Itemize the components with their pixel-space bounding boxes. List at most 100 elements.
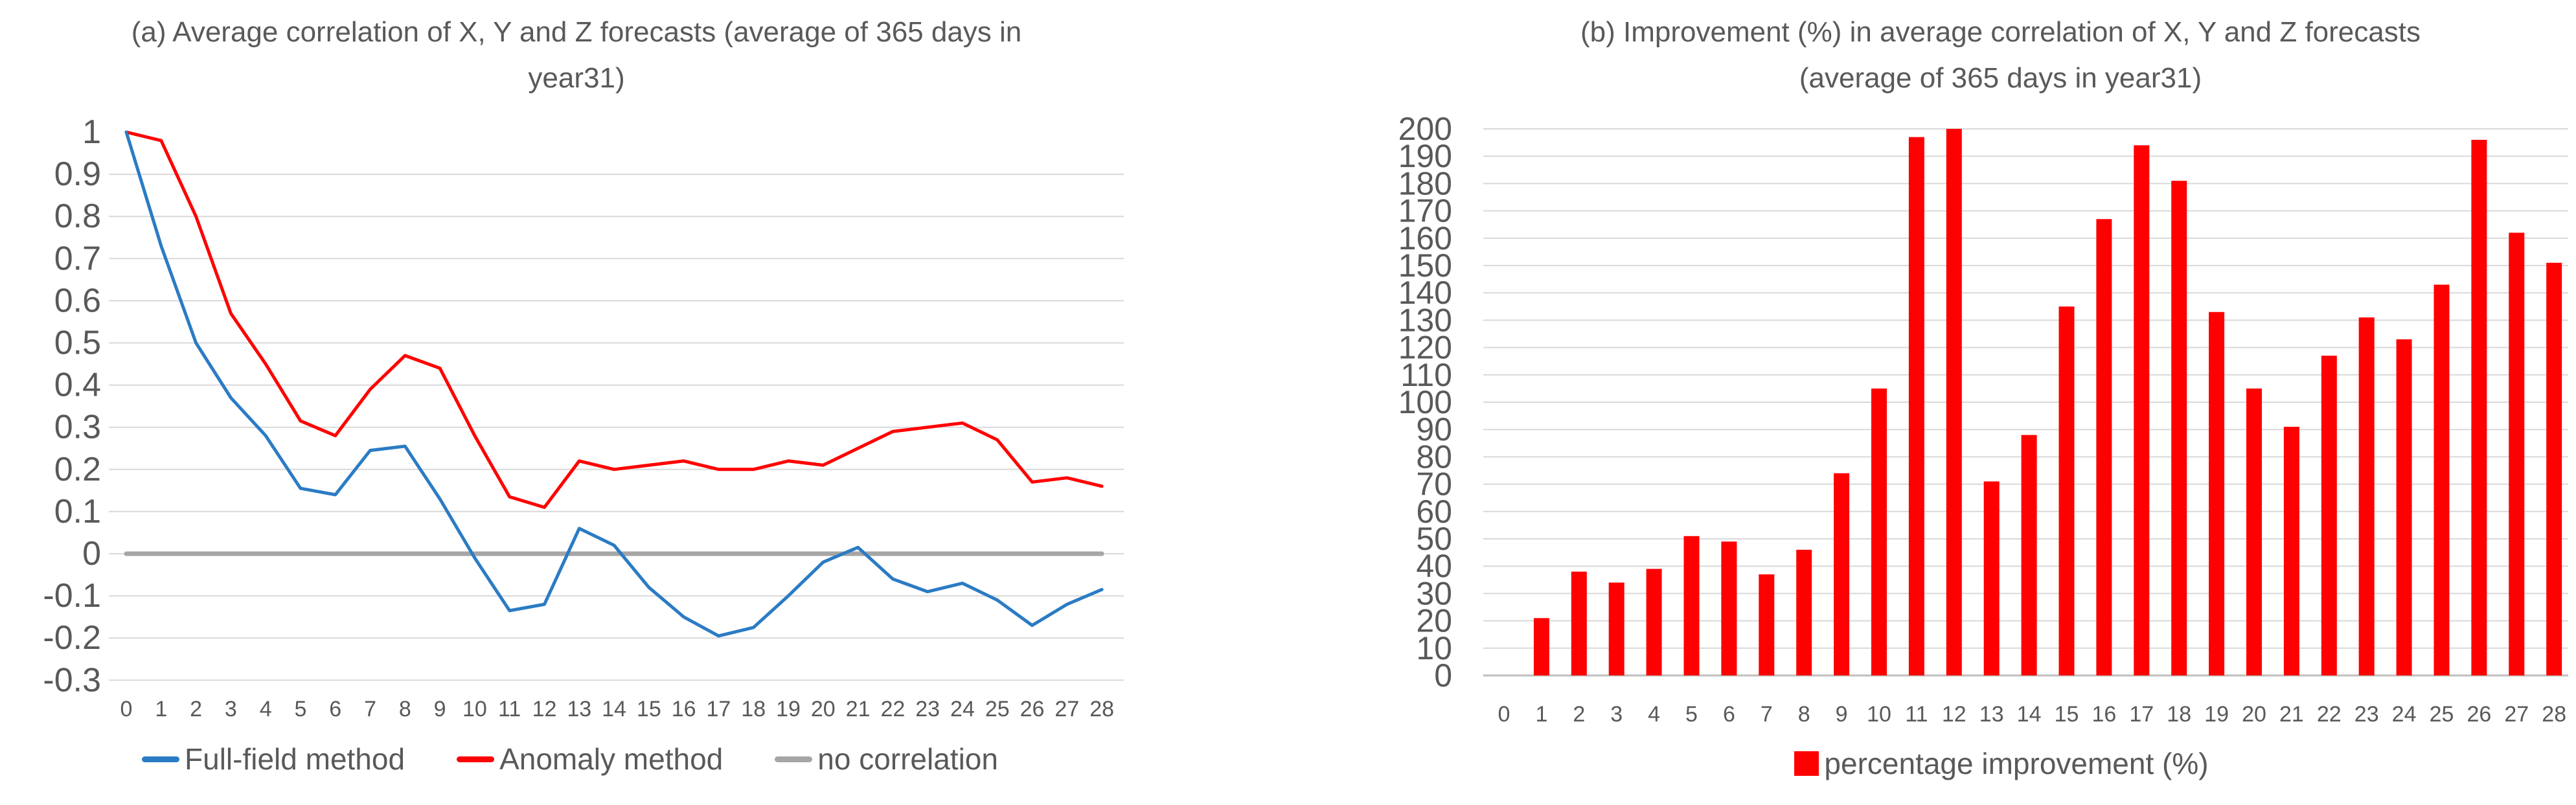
y-tick-label: 90 xyxy=(1416,411,1452,448)
y-tick-label: 190 xyxy=(1398,138,1452,174)
y-tick-label: 10 xyxy=(1416,630,1452,666)
x-tick-label: 21 xyxy=(2279,702,2304,727)
bar xyxy=(1646,569,1662,675)
legend-item-full-field-method: Full-field method xyxy=(142,742,405,777)
y-tick-label: 60 xyxy=(1416,493,1452,530)
y-tick-label: 0.4 xyxy=(54,367,101,404)
bar xyxy=(2283,426,2299,675)
bar xyxy=(1834,473,1850,675)
x-tick-label: 4 xyxy=(1648,702,1660,727)
bar xyxy=(1946,129,1962,675)
bar xyxy=(2246,388,2262,675)
x-tick-label: 8 xyxy=(1798,702,1810,727)
x-tick-label: 17 xyxy=(2129,702,2154,727)
x-tick-label: 28 xyxy=(2542,702,2566,727)
x-tick-label: 25 xyxy=(985,697,1010,721)
bar xyxy=(2471,139,2487,675)
y-tick-label: 40 xyxy=(1416,548,1452,584)
y-tick-label: 110 xyxy=(1400,357,1452,393)
y-tick-label: 0 xyxy=(1434,657,1452,694)
y-tick-label: -0.3 xyxy=(43,661,101,699)
y-tick-label: 170 xyxy=(1398,193,1452,229)
x-tick-label: 18 xyxy=(2167,702,2191,727)
bar xyxy=(2509,232,2525,675)
x-tick-label: 24 xyxy=(2392,702,2417,727)
bar xyxy=(2321,356,2337,675)
bar xyxy=(2434,284,2450,675)
x-tick-label: 4 xyxy=(260,697,272,721)
x-tick-label: 1 xyxy=(155,697,167,721)
y-tick-label: 0.5 xyxy=(54,324,101,362)
x-tick-label: 25 xyxy=(2430,702,2454,727)
y-tick-label: 0.9 xyxy=(54,155,101,193)
x-tick-label: 20 xyxy=(2242,702,2266,727)
x-tick-label: 8 xyxy=(399,697,411,721)
bar xyxy=(1533,618,1549,675)
chart-b-legend: percentage improvement (%) xyxy=(1457,746,2546,781)
legend-item-percentage-improvement: percentage improvement (%) xyxy=(1794,746,2209,781)
x-tick-label: 13 xyxy=(1979,702,2004,727)
x-tick-label: 27 xyxy=(2504,702,2529,727)
x-tick-label: 7 xyxy=(364,697,376,721)
legend-item-anomaly-method: Anomaly method xyxy=(457,742,723,777)
legend-label-anomaly-method: Anomaly method xyxy=(499,742,724,776)
x-tick-label: 19 xyxy=(2204,702,2229,727)
y-tick-label: 0.2 xyxy=(54,451,101,488)
x-tick-label: 3 xyxy=(1610,702,1623,727)
chart-b-title-line1: (b) Improvement (%) in average correlati… xyxy=(1580,16,2421,48)
x-tick-label: 6 xyxy=(329,697,341,721)
x-tick-label: 21 xyxy=(846,697,871,721)
x-tick-label: 17 xyxy=(707,697,731,721)
legend-label-no-correlation: no correlation xyxy=(817,742,998,776)
x-tick-label: 11 xyxy=(498,697,521,721)
x-tick-label: 16 xyxy=(2092,702,2116,727)
y-tick-label: 0.7 xyxy=(54,240,101,277)
x-tick-label: 22 xyxy=(2317,702,2342,727)
percentage-improvement-bar-marker xyxy=(1794,751,1819,776)
x-tick-label: 26 xyxy=(1020,697,1045,721)
y-tick-label: 100 xyxy=(1398,384,1452,420)
x-tick-label: 24 xyxy=(950,697,975,721)
x-tick-label: 0 xyxy=(120,697,133,721)
bar xyxy=(2209,312,2225,675)
x-tick-label: 9 xyxy=(1836,702,1848,727)
y-tick-label: 0.6 xyxy=(54,282,101,319)
series-line-full-field-method xyxy=(124,130,1104,638)
y-tick-label: 130 xyxy=(1398,302,1452,338)
no-correlation-line-marker xyxy=(775,756,813,762)
y-tick-label: 80 xyxy=(1416,438,1452,475)
y-tick-label: 0.1 xyxy=(54,493,101,530)
legend-label-percentage-improvement: percentage improvement (%) xyxy=(1824,747,2209,780)
y-tick-label: 150 xyxy=(1398,247,1452,284)
x-tick-label: 12 xyxy=(1942,702,1966,727)
y-tick-label: 0.8 xyxy=(54,198,101,235)
bar xyxy=(2021,435,2037,675)
legend-item-no-correlation: no correlation xyxy=(775,742,998,777)
x-tick-label: 18 xyxy=(741,697,766,721)
full-field-line-marker xyxy=(142,756,180,762)
y-tick-label: 70 xyxy=(1416,466,1452,503)
x-tick-label: 22 xyxy=(880,697,905,721)
chart-a-legend: Full-field method Anomaly method no corr… xyxy=(13,742,1127,777)
bar xyxy=(1759,574,1775,675)
y-tick-label: 180 xyxy=(1398,165,1452,201)
bar xyxy=(2096,219,2112,675)
chart-a-title-line1: (a) Average correlation of X, Y and Z fo… xyxy=(131,16,1022,48)
x-tick-label: 0 xyxy=(1498,702,1510,727)
x-tick-label: 12 xyxy=(532,697,557,721)
y-tick-label: 0 xyxy=(82,535,101,573)
x-tick-label: 10 xyxy=(1867,702,1891,727)
bar xyxy=(2171,181,2187,675)
x-tick-label: 19 xyxy=(776,697,801,721)
series-line-anomaly-method xyxy=(124,130,1104,509)
x-tick-label: 26 xyxy=(2467,702,2491,727)
x-tick-label: 10 xyxy=(462,697,487,721)
y-tick-label: 140 xyxy=(1398,275,1452,311)
x-tick-label: 2 xyxy=(1573,702,1585,727)
bar xyxy=(1908,137,1924,675)
legend-label-full-field-method: Full-field method xyxy=(185,742,405,776)
y-tick-label: 20 xyxy=(1416,603,1452,639)
y-tick-label: 50 xyxy=(1416,521,1452,557)
